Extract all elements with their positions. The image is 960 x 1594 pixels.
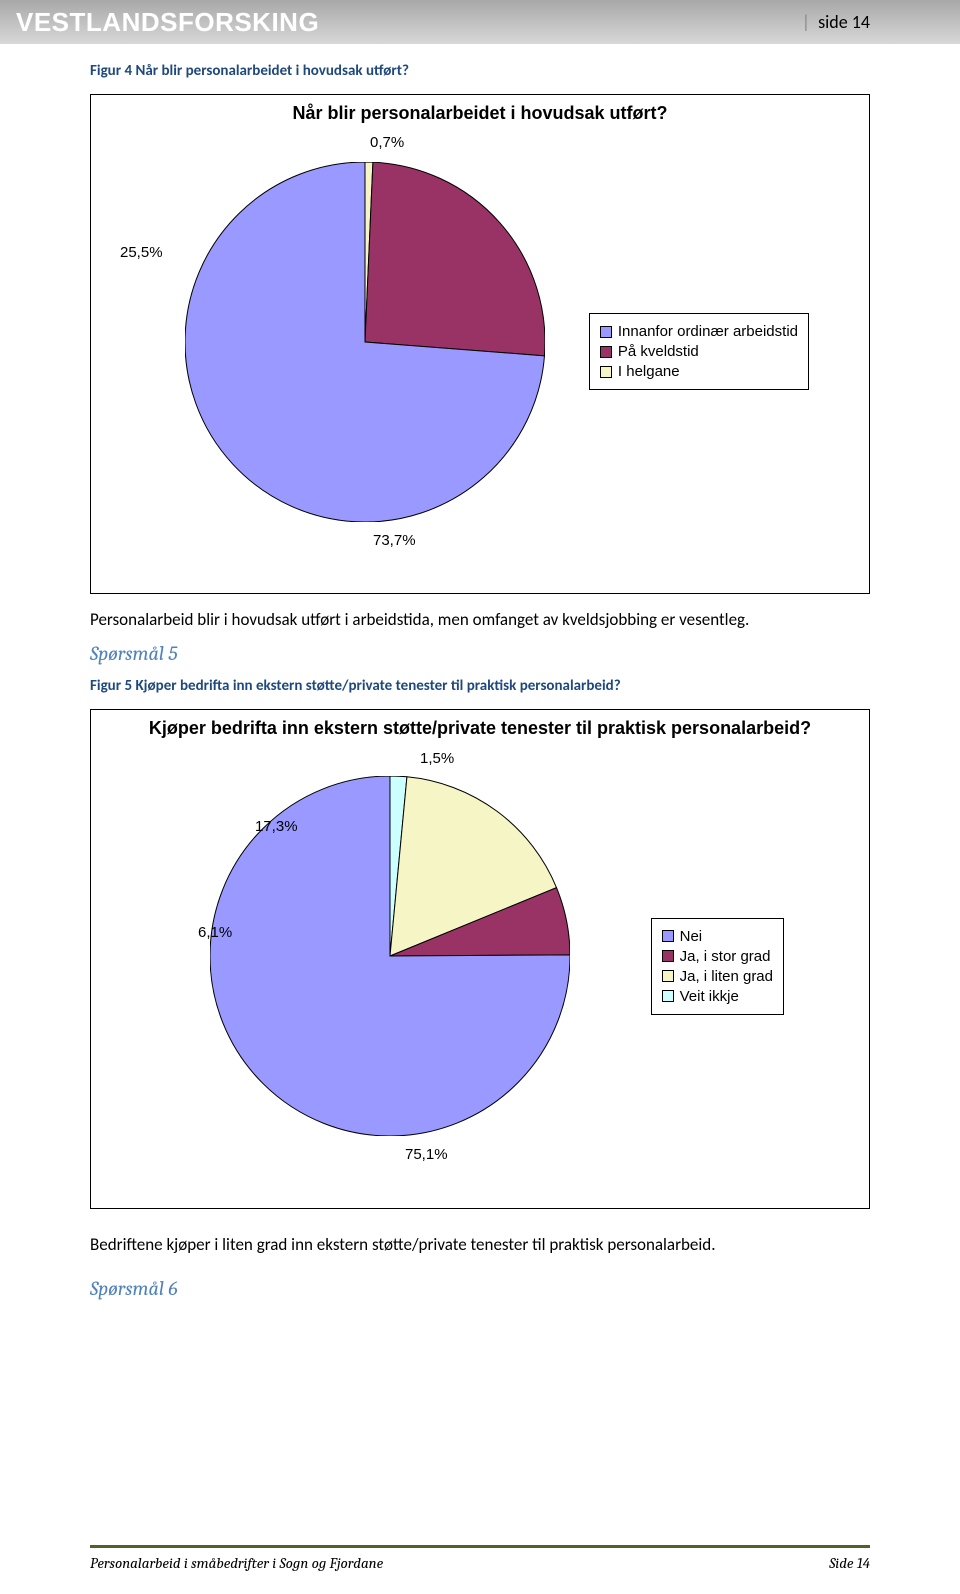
figure4-caption: Figur 4 Når blir personalarbeidet i hovu… — [90, 62, 870, 80]
question6-heading: Spørsmål 6 — [90, 1277, 870, 1300]
legend-swatch — [662, 950, 674, 962]
legend-swatch — [662, 970, 674, 982]
legend-label: Nei — [680, 928, 703, 945]
legend-item: Innanfor ordinær arbeidstid — [600, 323, 798, 340]
figure5-caption: Figur 5 Kjøper bedrifta inn ekstern støt… — [90, 677, 870, 695]
chart1-legend: Innanfor ordinær arbeidstid På kveldstid I… — [589, 313, 809, 390]
pie-data-label: 75,1% — [405, 1146, 448, 1163]
body-text-2: Bedriftene kjøper i liten grad inn ekste… — [90, 1233, 870, 1257]
legend-item: Ja, i stor grad — [662, 948, 773, 965]
pie-data-label: 25,5% — [120, 244, 163, 261]
pie-data-label: 17,3% — [255, 818, 298, 835]
legend-item: I helgane — [600, 363, 798, 380]
pie-data-label: 1,5% — [420, 750, 454, 767]
chart2-pie: 1,5%17,3%6,1%75,1% — [210, 776, 590, 1156]
chart2-box: Kjøper bedrifta inn ekstern støtte/priva… — [90, 709, 870, 1209]
legend-swatch — [662, 990, 674, 1002]
pie-data-label: 73,7% — [373, 532, 416, 549]
footer-left: Personalarbeid i småbedrifter i Sogn og … — [90, 1554, 383, 1572]
legend-label: Innanfor ordinær arbeidstid — [618, 323, 798, 340]
page-header: VESTLANDSFORSKING | side 14 — [0, 0, 960, 44]
legend-swatch — [600, 366, 612, 378]
legend-item: På kveldstid — [600, 343, 798, 360]
legend-label: Ja, i liten grad — [680, 968, 773, 985]
legend-swatch — [662, 930, 674, 942]
footer-rule — [90, 1545, 870, 1548]
chart1-title: Når blir personalarbeidet i hovudsak utf… — [91, 95, 869, 124]
body-text-1: Personalarbeid blir i hovudsak utført i … — [90, 608, 870, 632]
footer-right: Side 14 — [829, 1554, 870, 1572]
content-area: Figur 4 Når blir personalarbeidet i hovu… — [0, 44, 960, 1300]
chart2-legend: Nei Ja, i stor grad Ja, i liten grad Veit i… — [651, 918, 784, 1015]
legend-label: På kveldstid — [618, 343, 699, 360]
logo: VESTLANDSFORSKING — [16, 7, 319, 38]
legend-item: Veit ikkje — [662, 988, 773, 1005]
pie-data-label: 0,7% — [370, 134, 404, 151]
legend-swatch — [600, 326, 612, 338]
question5-heading: Spørsmål 5 — [90, 642, 870, 665]
pie-data-label: 6,1% — [198, 924, 232, 941]
legend-label: Veit ikkje — [680, 988, 739, 1005]
legend-item: Nei — [662, 928, 773, 945]
legend-swatch — [600, 346, 612, 358]
legend-label: I helgane — [618, 363, 680, 380]
chart2-title: Kjøper bedrifta inn ekstern støtte/priva… — [91, 710, 869, 739]
chart1-pie: 0,7%25,5%73,7% — [185, 162, 565, 542]
page-footer: Personalarbeid i småbedrifter i Sogn og … — [90, 1545, 870, 1572]
chart1-box: Når blir personalarbeidet i hovudsak utf… — [90, 94, 870, 594]
page-number-header: | side 14 — [802, 11, 870, 33]
legend-label: Ja, i stor grad — [680, 948, 771, 965]
legend-item: Ja, i liten grad — [662, 968, 773, 985]
